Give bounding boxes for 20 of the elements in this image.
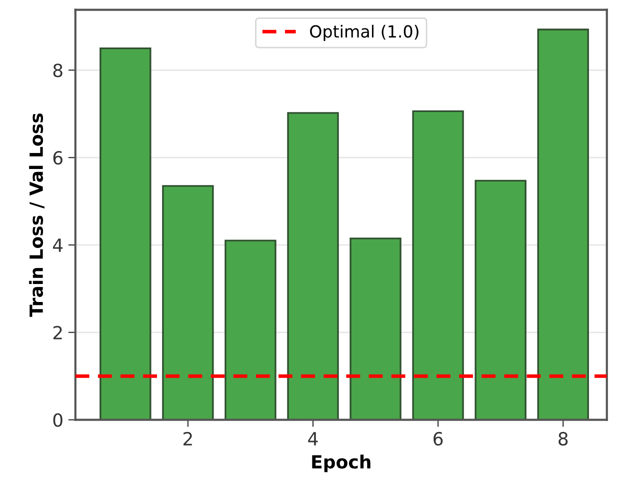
- legend-label: Optimal (1.0): [310, 24, 418, 41]
- bar: [350, 238, 402, 420]
- bar: [412, 110, 464, 420]
- y-axis-title: Train Loss / Val Loss: [29, 113, 44, 317]
- bar: [474, 180, 526, 420]
- y-tick-label: 0: [53, 413, 62, 427]
- x-tick-label: 2: [184, 432, 192, 446]
- x-tick-label: 6: [434, 432, 443, 446]
- x-axis-title: Epoch: [312, 454, 370, 472]
- x-tick-label: 4: [308, 432, 318, 446]
- y-tick-label: 6: [53, 151, 62, 165]
- bar: [100, 47, 152, 420]
- bar: [537, 28, 589, 420]
- bar: [162, 185, 214, 420]
- y-tick-label: 4: [52, 238, 63, 252]
- x-tick-label: 8: [558, 432, 568, 446]
- bar: [287, 112, 339, 420]
- y-tick-label: 2: [53, 326, 62, 340]
- y-tick-label: 8: [53, 64, 62, 78]
- bar: [224, 240, 276, 420]
